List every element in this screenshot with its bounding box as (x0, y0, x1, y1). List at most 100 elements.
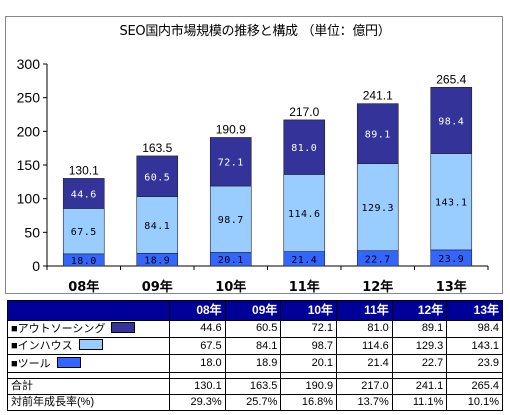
data-label: 67.5 (71, 227, 97, 238)
bar-segment (356, 163, 399, 252)
x-tick-label: 13年 (436, 279, 467, 295)
table-header-cell: 11年 (336, 300, 393, 321)
total-label: 265.4 (436, 72, 466, 86)
row-label: 対前年成長率(%) (7, 393, 170, 412)
table-cell: 22.7 (391, 354, 448, 373)
table-cell: 81.0 (336, 319, 393, 339)
table-cell: 265.4 (446, 377, 503, 395)
table-cell: 217.0 (336, 377, 393, 395)
table-cell: 130.1 (169, 377, 226, 395)
data-label: 98.7 (218, 215, 244, 226)
x-tick-label: 12年 (362, 279, 393, 295)
data-label: 114.6 (288, 209, 321, 220)
y-tick-label: 100 (17, 191, 41, 207)
table-cell: 44.6 (169, 319, 226, 339)
table-cell: 13.7% (336, 393, 393, 412)
bar-segment (136, 196, 179, 254)
table-growth-row: 対前年成長率(%) 29.3% 25.7% 16.8% 13.7% 11.1% … (7, 393, 503, 412)
data-label: 44.6 (71, 189, 97, 200)
row-label: ■ツール (7, 354, 170, 373)
x-tick-label: 10年 (215, 279, 246, 295)
bar-segment (209, 137, 252, 187)
table-cell: 67.5 (169, 337, 226, 356)
data-label: 129.3 (361, 203, 394, 214)
data-label: 18.9 (144, 256, 170, 267)
row-label: ■アウトソーシング (7, 319, 170, 339)
table-cell: 98.7 (280, 337, 338, 356)
total-label: 241.1 (363, 89, 393, 103)
bar-segment (283, 174, 326, 252)
row-label: ■インハウス (7, 337, 170, 356)
table-header-cell: 13年 (446, 300, 503, 321)
legend-swatch-inhouse (78, 339, 103, 351)
table-cell: 190.9 (280, 377, 338, 395)
table-cell: 72.1 (280, 319, 338, 339)
table-cell: 20.1 (280, 354, 338, 373)
y-tick-label: 300 (17, 56, 41, 72)
table-cell: 84.1 (224, 337, 282, 356)
table-header-row: 08年 09年 10年 11年 12年 13年 (7, 300, 503, 321)
row-label-text: ■インハウス (11, 340, 73, 353)
table-total-row: 合計 130.1 163.5 190.9 217.0 241.1 265.4 (7, 377, 503, 395)
legend-swatch-tools (56, 356, 81, 368)
table-header-cell: 08年 (169, 300, 226, 321)
table-cell: 18.0 (169, 354, 226, 373)
table-cell: 21.4 (336, 354, 393, 373)
table-cell: 23.9 (446, 354, 503, 373)
x-tick-label: 11年 (289, 279, 320, 295)
table-cell: 16.8% (280, 393, 338, 412)
row-label-text: ■アウトソーシング (11, 322, 106, 335)
table-header-corner (7, 300, 170, 321)
y-tick-label: 200 (17, 123, 41, 139)
table-cell: 29.3% (169, 393, 226, 412)
y-tick-label: 50 (24, 224, 40, 240)
data-label: 89.1 (365, 130, 391, 141)
table-cell: 25.7% (224, 393, 282, 412)
data-label: 23.9 (438, 254, 464, 265)
table-row: ■アウトソーシング 44.6 60.5 72.1 81.0 89.1 98.4 (7, 319, 503, 339)
data-label: 72.1 (218, 158, 244, 169)
table-row: ■インハウス 67.5 84.1 98.7 114.6 129.3 143.1 (7, 337, 503, 356)
bar-segment (356, 103, 399, 164)
data-label: 22.7 (365, 254, 391, 265)
data-label: 143.1 (435, 198, 468, 209)
chart-title: SEO国内市場規模の推移と構成 （単位：億円） (119, 24, 391, 39)
bar-segment (62, 178, 105, 209)
table-cell: 60.5 (224, 319, 282, 339)
data-label: 81.0 (291, 143, 317, 154)
table-cell: 114.6 (336, 337, 393, 356)
row-label-text: ■ツール (11, 357, 51, 370)
total-label: 130.1 (69, 163, 99, 177)
table-cell: 241.1 (391, 377, 448, 395)
table-cell: 89.1 (391, 319, 448, 339)
table-cell: 18.9 (224, 354, 282, 373)
data-label: 20.1 (218, 255, 244, 266)
table-cell: 163.5 (224, 377, 282, 395)
table-cell: 11.1% (391, 393, 448, 412)
table-header-cell: 12年 (391, 300, 448, 321)
table-cell: 10.1% (446, 393, 503, 412)
data-label: 18.0 (71, 256, 97, 267)
bar-segment (209, 185, 252, 253)
chart-frame (5, 16, 503, 294)
bar-segment (430, 153, 473, 251)
bar-segment (62, 208, 105, 255)
total-label: 190.9 (216, 122, 246, 136)
x-tick-label: 09年 (142, 279, 173, 295)
table-cell: 98.4 (446, 319, 503, 339)
total-label: 217.0 (289, 105, 319, 119)
data-table: 08年 09年 10年 11年 12年 13年 ■アウトソーシング 44.6 6… (7, 300, 503, 412)
y-tick-label: 250 (17, 90, 41, 106)
table-row: ■ツール 18.0 18.9 20.1 21.4 22.7 23.9 (7, 354, 503, 373)
table-header-cell: 10年 (280, 300, 338, 321)
data-label: 60.5 (144, 172, 170, 183)
table-cell: 143.1 (446, 337, 503, 356)
table-cell: 129.3 (391, 337, 448, 356)
bar-segment (283, 119, 326, 175)
y-tick-label: 0 (32, 258, 40, 274)
data-label: 84.1 (144, 221, 170, 232)
row-label: 合計 (7, 377, 170, 395)
data-label: 98.4 (438, 116, 464, 127)
x-tick-label: 08年 (68, 279, 99, 295)
y-tick-label: 150 (17, 157, 41, 173)
